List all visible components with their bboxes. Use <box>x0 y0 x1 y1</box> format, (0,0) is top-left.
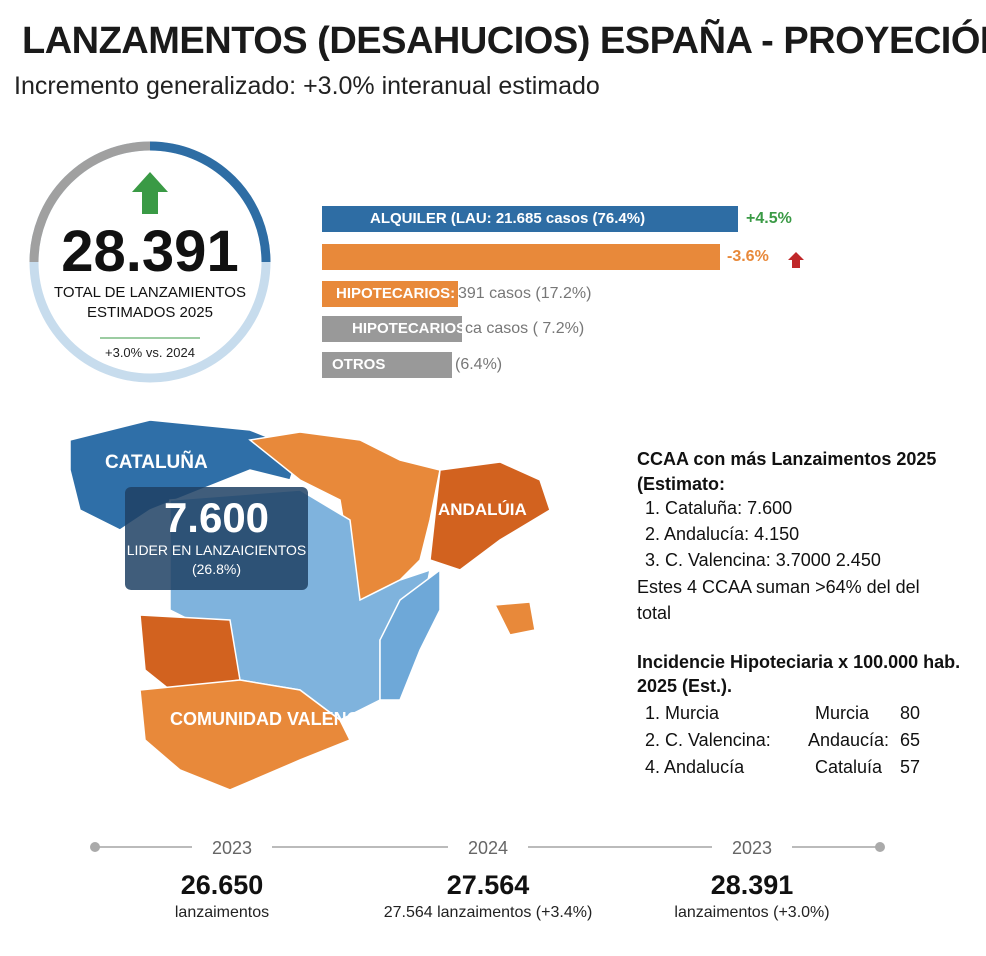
bar-outside-label: 391 casos (17.2%) <box>458 285 592 302</box>
total-change: +3.0% vs. 2024 <box>105 345 195 360</box>
map-label: ANDALÚIA <box>438 500 527 519</box>
incidence-right: Cataluía <box>815 757 883 777</box>
highlight-caption: LIDER EN LANZAICIENTOS <box>126 542 307 558</box>
timeline-year: 2024 <box>448 838 528 859</box>
ranking-item: 3. C. Valencina: 3.7000 2.450 <box>645 550 881 570</box>
region <box>493 601 536 636</box>
timeline-value: 27.564 <box>446 870 530 900</box>
timeline-caption: lanzaimentos (+3.0%) <box>674 904 830 921</box>
total-value: 28.391 <box>61 219 239 284</box>
region <box>139 679 352 791</box>
incidence-left: 1. Murcia <box>645 703 720 723</box>
highlight-value: 7.600 <box>163 494 270 541</box>
ring-segment <box>29 141 151 263</box>
incidence-title: Incidencie Hipoteciaria x 100.000 hab. <box>637 652 961 672</box>
incidence-left: 2. C. Valencina: <box>645 730 771 750</box>
ranking-note: Estes 4 CCAA suman >64% del del <box>637 577 920 597</box>
incidence-right: Andaucía: <box>808 730 890 750</box>
timeline-year: 2023 <box>712 838 792 859</box>
title: LANZAMENTOS (DESAHUCIOS) ESPAÑA - PROYEC… <box>22 20 986 62</box>
bar: OTROS MOTIVOS <box>322 352 452 399</box>
highlight-box <box>125 487 308 590</box>
subtitle: Incremento generalizado: +3.0% interanua… <box>14 72 600 100</box>
incidence-title: 2025 (Est.). <box>637 676 733 696</box>
timeline-value: 28.391 <box>710 870 794 900</box>
incidence-value: 80 <box>900 703 921 723</box>
timeline-caption: lanzaimentos <box>174 904 270 921</box>
map-label: COMUNIDAD VALENCIA <box>170 709 378 729</box>
region <box>248 431 441 602</box>
bar-change: -3.6% <box>727 248 769 265</box>
bar: HIPOTECARIOS: 4. <box>322 281 458 328</box>
ranking-title: (Estimato: <box>637 474 726 494</box>
bar-outside-label: (6.4%) <box>455 356 503 373</box>
timeline-dot <box>875 842 885 852</box>
ring-segment <box>149 141 271 263</box>
incidence-right: Murcia <box>815 703 870 723</box>
bar-outside-label: ca casos ( 7.2%) <box>465 320 585 337</box>
total-label: TOTAL DE LANZAMIENTOS <box>54 284 246 301</box>
region <box>429 461 551 571</box>
bar-change: +4.5% <box>746 210 792 227</box>
timeline-value: 26.650 <box>180 870 264 900</box>
region <box>139 614 241 691</box>
ranking-note: total <box>637 603 672 623</box>
total-label: ESTIMADOS 2025 <box>87 304 213 321</box>
bar-label: OTROS MOTIVOS <box>332 356 402 399</box>
incidence-value: 57 <box>900 757 921 777</box>
map-label: CATALUÑA <box>105 452 208 473</box>
incidence-value: 65 <box>900 730 921 750</box>
incidence-left: 4. Andalucía <box>645 757 745 777</box>
highlight-share: (26.8%) <box>191 561 242 577</box>
bar <box>322 244 720 270</box>
region <box>379 568 441 701</box>
bar-label: HIPOTECARIOS: <box>352 320 472 337</box>
timeline-dot <box>90 842 100 852</box>
ranking-title: CCAA con más Lanzaimentos 2025 <box>637 449 937 469</box>
timeline-caption: 27.564 lanzaimentos (+3.4%) <box>383 904 593 921</box>
ranking-item: 1. Cataluña: 7.600 <box>645 498 793 518</box>
ranking-item: 2. Andalucía: 4.150 <box>645 524 800 544</box>
timeline-year: 2023 <box>192 838 272 859</box>
up-arrow <box>132 172 168 214</box>
bar: ALQUILER (LAU: 21.685 casos (76.4%) <box>322 206 738 232</box>
map <box>69 419 551 791</box>
up-arrow <box>788 252 804 268</box>
bar-label: ALQUILER (LAU: 21.685 casos (76.4%) <box>370 210 646 227</box>
bar: HIPOTECARIOS: <box>322 316 471 342</box>
